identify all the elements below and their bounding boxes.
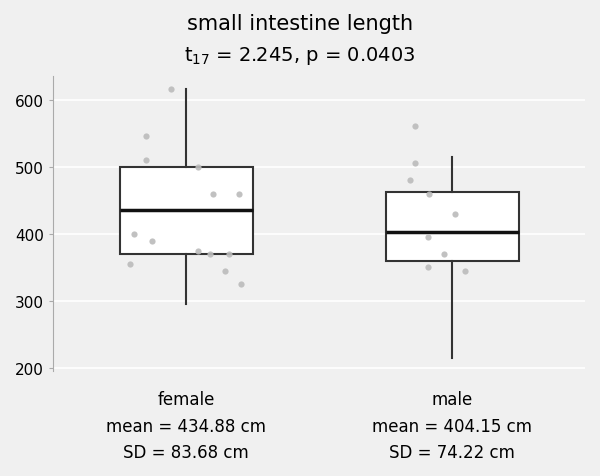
PathPatch shape [386, 193, 518, 261]
Point [206, 250, 215, 258]
PathPatch shape [119, 167, 253, 254]
Point [460, 268, 470, 275]
Text: small intestine length: small intestine length [187, 14, 413, 34]
Point [167, 87, 176, 94]
Point [125, 261, 135, 268]
Point [410, 123, 420, 131]
Point [424, 190, 434, 198]
Point [450, 210, 460, 218]
Point [208, 190, 218, 198]
Point [148, 237, 157, 245]
Text: t$_{17}$ = 2.245, p = 0.0403: t$_{17}$ = 2.245, p = 0.0403 [184, 45, 416, 67]
Point [130, 230, 139, 238]
Point [193, 163, 202, 171]
Point [141, 157, 151, 164]
Point [423, 234, 433, 241]
Point [405, 177, 415, 185]
Point [220, 268, 230, 275]
Point [141, 133, 151, 141]
Point [234, 190, 244, 198]
Point [439, 250, 449, 258]
Point [224, 250, 233, 258]
Point [193, 247, 203, 255]
Point [423, 264, 433, 272]
Point [410, 160, 419, 168]
Point [236, 281, 246, 288]
